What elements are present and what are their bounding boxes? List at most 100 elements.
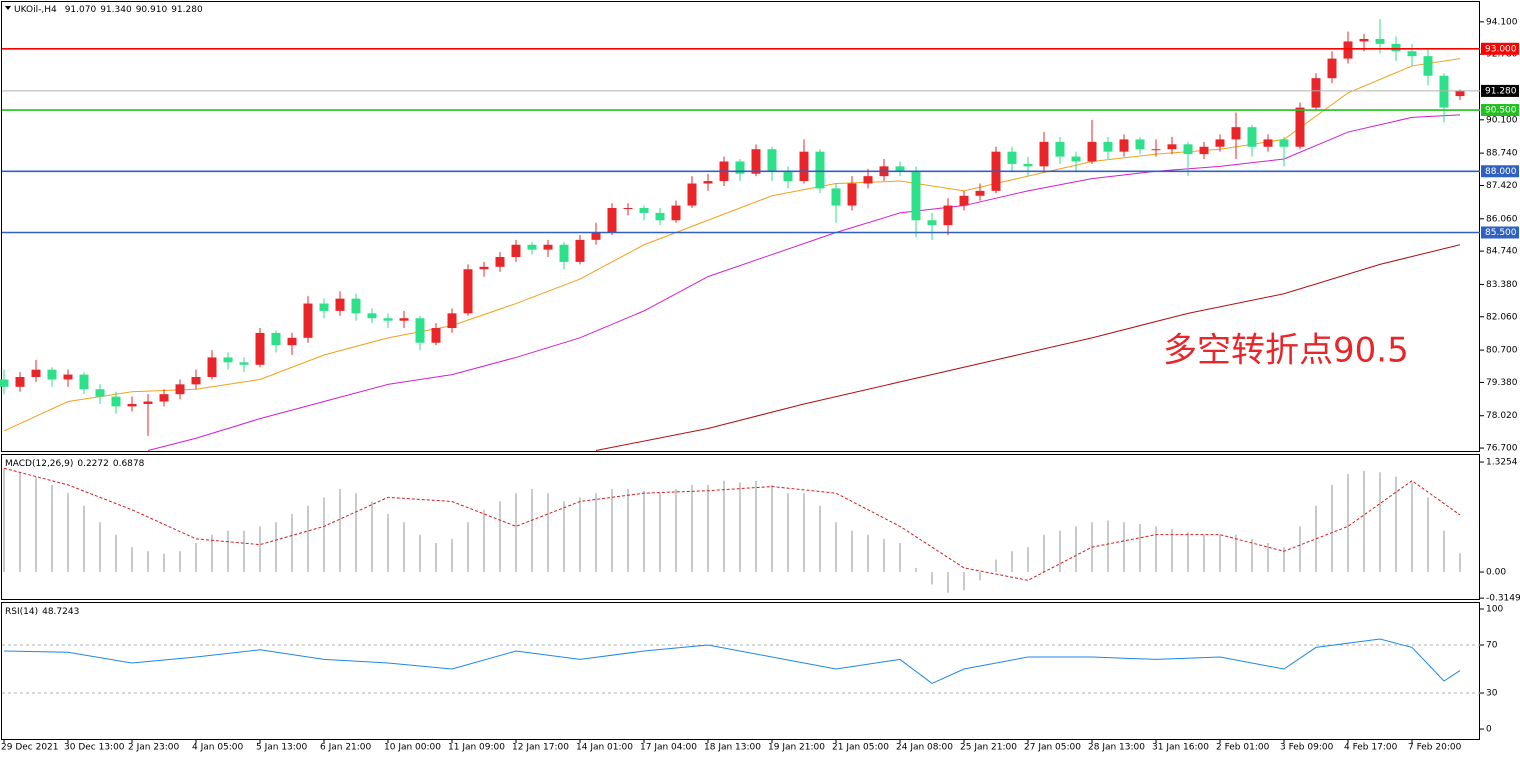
candle-body <box>927 220 937 226</box>
candle-body <box>1391 43 1401 52</box>
candle-body <box>607 208 617 233</box>
candle-body <box>303 303 313 338</box>
ohlc-reading: 90.910 <box>136 5 168 15</box>
candle-body <box>831 188 841 206</box>
x-tick-label: 2 Feb 01:00 <box>1216 743 1270 753</box>
candle-body <box>351 298 361 314</box>
x-tick-label: 25 Jan 21:00 <box>960 743 1017 753</box>
price-level-box <box>1481 226 1519 239</box>
candle-body <box>47 369 57 380</box>
candle-body <box>239 362 249 365</box>
candle-body <box>911 171 921 221</box>
y-tick-label: 30 <box>1486 689 1498 699</box>
candle-body <box>671 205 681 221</box>
indicator-reading: 0.6878 <box>113 459 145 469</box>
y-tick-label: 78.020 <box>1486 411 1518 421</box>
x-tick-label: 31 Jan 16:00 <box>1152 743 1209 753</box>
candle-body <box>1407 51 1417 57</box>
x-tick-label: 14 Jan 01:00 <box>576 743 633 753</box>
candle-body <box>1087 141 1097 162</box>
candle-body <box>415 318 425 343</box>
candle-body <box>1359 38 1369 42</box>
x-tick-label: 28 Jan 13:00 <box>1088 743 1145 753</box>
candle-body <box>1247 127 1257 147</box>
candle-body <box>383 318 393 321</box>
y-tick-label: 0.00 <box>1486 568 1506 578</box>
indicator-header: MACD(12,26,9) 0.2272 0.6878 <box>5 459 145 469</box>
y-tick-label: 86.060 <box>1486 214 1518 224</box>
candle-body <box>975 190 985 196</box>
candle-body <box>959 195 969 206</box>
y-tick-label: 88.740 <box>1486 149 1518 159</box>
candle-body <box>735 161 745 174</box>
price-level-label: 93.000 <box>1485 44 1517 54</box>
x-tick-label: 4 Feb 17:00 <box>1344 743 1398 753</box>
candle-body <box>527 244 537 250</box>
candle-body <box>1263 139 1273 147</box>
price-level-box <box>1481 84 1519 97</box>
x-tick-label: 27 Jan 05:00 <box>1024 743 1081 753</box>
ohlc-reading: 91.070 <box>65 5 97 15</box>
indicator-name: RSI(14) <box>5 607 38 617</box>
candle-body <box>15 377 25 387</box>
candle-body <box>479 266 489 270</box>
signal-line <box>3 467 1461 581</box>
candle-body <box>175 384 185 395</box>
candle-body <box>159 394 169 402</box>
candle-body <box>1103 141 1113 152</box>
candle-body <box>367 313 377 319</box>
x-tick-label: 3 Feb 09:00 <box>1280 743 1334 753</box>
candle-body <box>1455 90 1465 97</box>
candle-body <box>0 379 9 387</box>
chart-header: UKOil-,H4 91.070 91.340 90.910 91.280 <box>14 5 203 15</box>
candle-body <box>895 166 905 172</box>
candle-body <box>559 244 569 262</box>
candle-body <box>1135 139 1145 150</box>
candle-body <box>575 239 585 262</box>
candle-body <box>1375 38 1385 44</box>
candle-body <box>63 374 73 380</box>
candle-body <box>431 328 441 343</box>
y-tick-label: 100 <box>1486 605 1503 615</box>
candle-body <box>591 232 601 240</box>
menu-triangle <box>5 6 11 10</box>
candle-body <box>1231 127 1241 140</box>
y-tick-label: 83.380 <box>1486 280 1518 290</box>
x-tick-label: 11 Jan 09:00 <box>448 743 505 753</box>
candle-body <box>815 151 825 189</box>
annotation: 多空转折点90.5 <box>1163 331 1409 371</box>
candle-body <box>495 256 505 267</box>
candle-body <box>319 303 329 311</box>
candle-body <box>191 377 201 385</box>
candle-body <box>1279 139 1289 147</box>
y-tick-label: 90.100 <box>1486 115 1518 125</box>
y-tick-label: 70 <box>1486 641 1498 651</box>
candle-body <box>447 313 457 329</box>
candle-body <box>751 149 761 174</box>
candle-body <box>1439 75 1449 108</box>
candle-body <box>767 149 777 172</box>
candle-body <box>31 369 41 378</box>
candle-body <box>223 357 233 363</box>
indicator-name: MACD(12,26,9) <box>5 459 73 469</box>
candle-body <box>1023 163 1033 167</box>
candle-body <box>1215 139 1225 147</box>
ohlc-reading: 91.340 <box>100 5 132 15</box>
moving-average <box>3 58 1461 432</box>
candle-body <box>399 318 409 321</box>
y-tick-label: 0 <box>1486 725 1492 735</box>
macd-panel-frame <box>1 454 1480 600</box>
candle-body <box>511 244 521 257</box>
candle-body <box>847 183 857 206</box>
candle-body <box>863 176 873 184</box>
y-tick-label: 94.100 <box>1486 17 1518 27</box>
x-tick-label: 6 Jan 21:00 <box>320 743 372 753</box>
price-level-label: 85.500 <box>1485 228 1517 238</box>
price-level-label: 88.000 <box>1485 167 1517 177</box>
x-tick-label: 17 Jan 04:00 <box>640 743 697 753</box>
x-tick-label: 12 Jan 17:00 <box>512 743 569 753</box>
x-tick-label: 21 Jan 05:00 <box>832 743 889 753</box>
candle-body <box>799 151 809 182</box>
candle-body <box>287 337 297 346</box>
